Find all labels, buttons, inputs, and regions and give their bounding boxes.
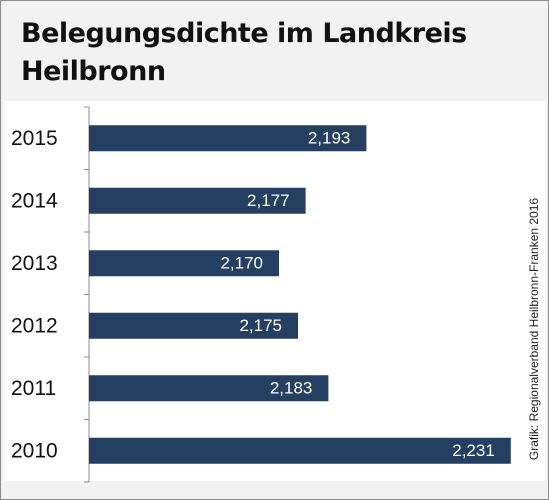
chart-title: Belegungsdichte im Landkreis Heilbronn <box>21 18 467 87</box>
value-label: 2,170 <box>220 254 263 273</box>
bar <box>89 375 329 402</box>
value-label: 2,175 <box>239 316 282 335</box>
y-tick-label: 2011 <box>11 377 56 400</box>
bar <box>89 437 511 464</box>
y-tick-label: 2012 <box>11 314 58 337</box>
y-tick-label: 2014 <box>11 189 58 212</box>
y-tick-label: 2010 <box>11 439 58 462</box>
source-credit: Grafik: Regionalverband Heilbronn-Franke… <box>527 198 541 460</box>
plot-area <box>4 101 545 481</box>
y-tick-label: 2015 <box>11 127 58 150</box>
value-label: 2,231 <box>452 441 495 460</box>
y-tick-label: 2013 <box>11 252 58 275</box>
value-label: 2,177 <box>247 191 290 210</box>
bar <box>89 250 279 277</box>
bar <box>89 312 298 339</box>
bar <box>89 187 306 214</box>
value-label: 2,183 <box>270 379 313 398</box>
value-label: 2,193 <box>308 129 351 148</box>
bar <box>89 125 367 152</box>
